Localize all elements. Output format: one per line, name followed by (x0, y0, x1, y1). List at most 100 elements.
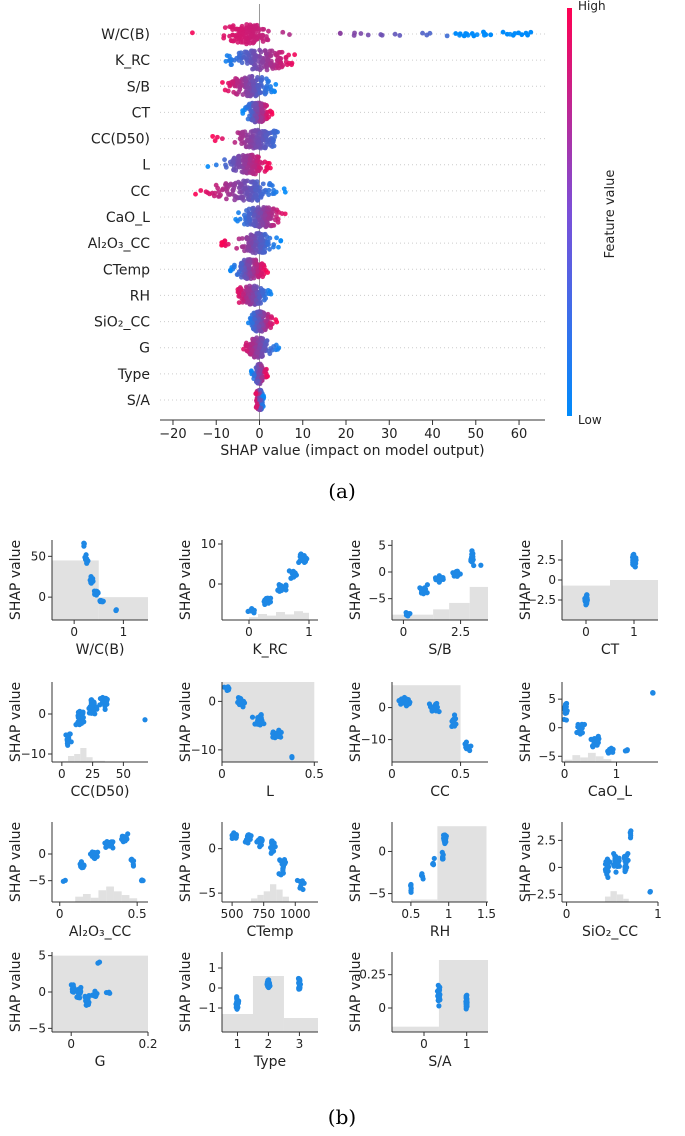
y-tick-label: 2.5 (537, 553, 556, 567)
shap-point (251, 28, 257, 33)
histogram-bar (438, 960, 488, 1032)
shap-point (231, 155, 237, 161)
shap-point (215, 185, 221, 191)
shap-point (265, 165, 271, 171)
shap-point (223, 162, 228, 168)
shap-point (250, 250, 256, 255)
shap-point (500, 29, 506, 35)
shap-point (281, 186, 287, 192)
shap-point (227, 192, 233, 197)
shap-point (216, 189, 222, 195)
shap-point (471, 33, 477, 39)
shap-point (229, 24, 235, 30)
dependence-point (93, 588, 99, 594)
feature-label: CaO_L (106, 210, 150, 226)
shap-point (250, 170, 256, 176)
shap-point (251, 205, 256, 211)
shap-point (272, 134, 278, 139)
shap-point (234, 36, 240, 42)
dependence-point (453, 572, 459, 578)
shap-point (215, 134, 220, 140)
shap-point (253, 297, 259, 303)
panel-x-label: SiO₂_CC (582, 924, 638, 940)
dependence-point (89, 702, 95, 708)
shap-point (226, 183, 232, 188)
dependence-point (632, 564, 638, 570)
shap-point (258, 245, 263, 251)
shap-point (254, 335, 260, 341)
histogram-bar (623, 898, 629, 902)
feature-label: Al₂O₃_CC (88, 236, 150, 252)
panel-y-label: SHAP value (8, 682, 24, 762)
shap-point (453, 31, 459, 36)
shap-point (258, 118, 264, 124)
shap-point (254, 403, 260, 409)
shap-point (274, 235, 279, 241)
x-tick-label: 40 (424, 427, 441, 442)
y-tick-label: −10 (191, 743, 216, 757)
dependence-point (60, 878, 66, 884)
dependence-point (107, 841, 113, 847)
y-tick-label: 0 (38, 707, 46, 721)
histogram-bar (469, 586, 488, 620)
shap-point (248, 211, 253, 217)
feature-label: RH (130, 288, 150, 304)
dependence-point (271, 841, 277, 847)
shap-point (241, 212, 247, 218)
shap-point (264, 374, 270, 380)
shap-point (235, 39, 241, 45)
histogram-bar (249, 617, 258, 620)
y-tick-label: −5 (198, 886, 216, 900)
dependence-panel: 0 0.5 −10 0 CC SHAP value (348, 682, 488, 800)
shap-point (261, 188, 267, 194)
dependence-point (82, 993, 88, 999)
histogram-bar (603, 759, 612, 762)
dependence-point (142, 717, 148, 723)
shap-point (259, 271, 265, 276)
x-tick-label: 0 (56, 907, 64, 921)
dependence-point (80, 709, 86, 715)
dependence-point (605, 868, 611, 874)
shap-point (243, 33, 249, 39)
shap-point (255, 83, 260, 89)
shap-point (247, 113, 252, 119)
shap-point (224, 188, 230, 194)
dependence-point (419, 587, 425, 593)
dependence-point (65, 737, 72, 743)
shap-point (280, 29, 286, 35)
dependence-point (233, 834, 239, 840)
y-tick-label: 0.25 (359, 968, 386, 982)
dependence-point (454, 568, 461, 574)
dependence-point (579, 725, 585, 731)
dependence-point (120, 834, 126, 840)
dependence-point (65, 742, 71, 748)
shap-point (257, 210, 263, 216)
shap-point (268, 325, 274, 331)
histogram-bar (283, 1018, 318, 1032)
feature-label: W/C(B) (101, 27, 150, 43)
shap-point (261, 26, 267, 32)
x-tick-label: 0 (70, 625, 78, 639)
histogram-bar (222, 682, 315, 762)
y-tick-label: −10 (21, 747, 46, 761)
shap-point (255, 350, 261, 356)
shap-point (239, 141, 245, 147)
shap-point (235, 130, 241, 136)
histogram-bar (282, 896, 289, 902)
shap-point (237, 216, 243, 222)
dependence-point (610, 749, 616, 755)
feature-label: CC(D50) (91, 132, 150, 148)
shap-point (234, 245, 240, 251)
dependence-point (419, 871, 425, 877)
dependence-point (78, 719, 85, 725)
histogram-bar (267, 615, 276, 620)
dependence-point (628, 828, 634, 834)
shap-point (265, 56, 271, 62)
panel-y-label: SHAP value (348, 682, 364, 762)
shap-point (263, 367, 268, 373)
shap-point (261, 250, 266, 255)
shap-point (271, 242, 277, 247)
dependence-point (563, 717, 569, 723)
dependence-point (80, 714, 86, 721)
dependence-point (83, 552, 89, 558)
